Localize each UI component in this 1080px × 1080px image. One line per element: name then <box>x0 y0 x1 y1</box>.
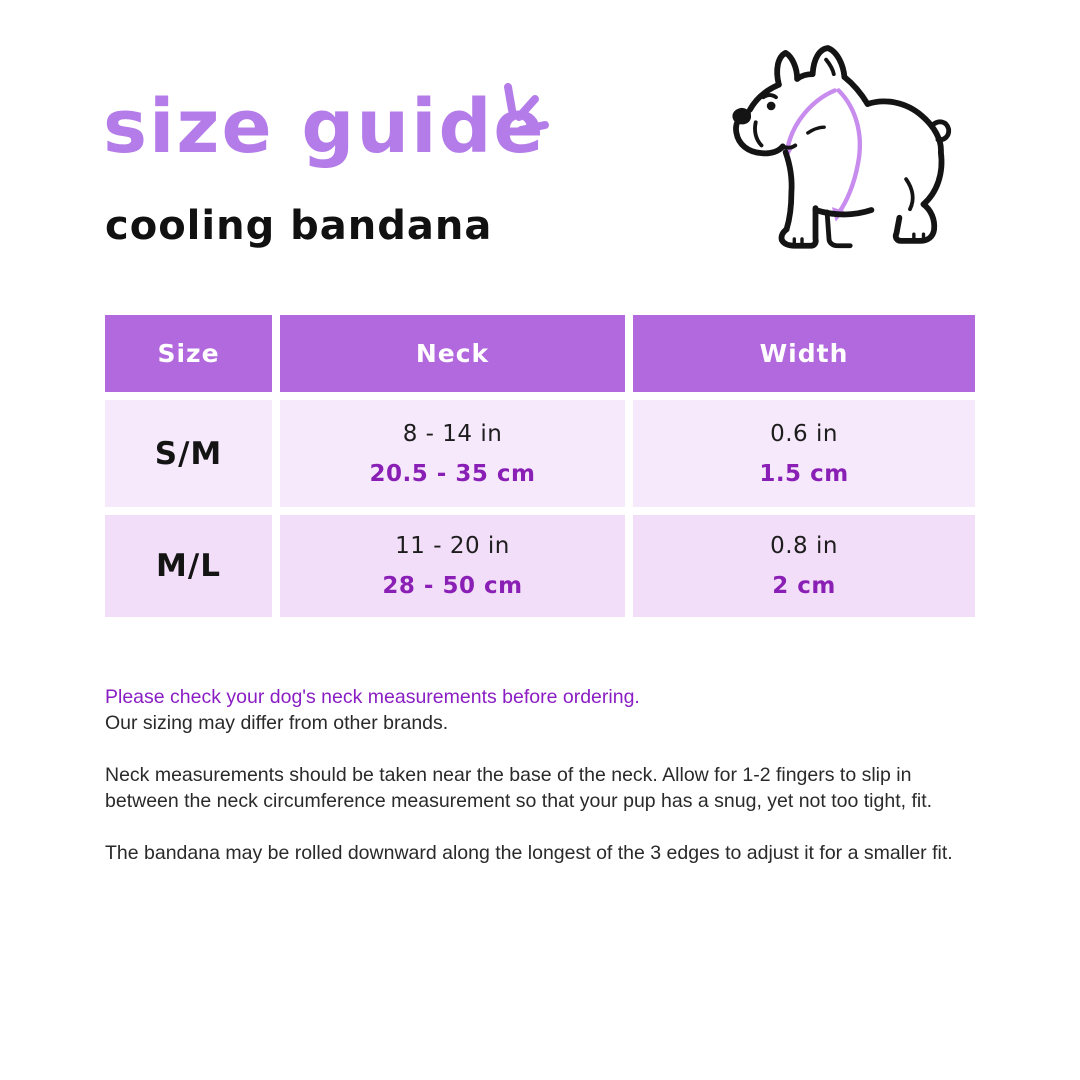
table-row-ml-neck: 11 - 20 in 28 - 50 cm <box>280 515 625 617</box>
column-header-width: Width <box>633 315 975 392</box>
table-row-sm-neck: 8 - 14 in 20.5 - 35 cm <box>280 400 625 507</box>
column-header-neck: Neck <box>280 315 625 392</box>
note-measuring-instructions: Neck measurements should be taken near t… <box>105 764 933 812</box>
table-row-sm-size: S/M <box>105 400 272 507</box>
neck-inches-value: 8 - 14 in <box>402 420 503 447</box>
width-cm-value: 2 cm <box>772 573 836 599</box>
neck-inches-value: 11 - 20 in <box>395 533 510 559</box>
note-sub: Our sizing may differ from other brands. <box>105 712 449 734</box>
note-check-measurements: Please check your dog's neck measurement… <box>105 684 983 736</box>
neck-cm-value: 28 - 50 cm <box>382 573 523 599</box>
sizing-notes: Please check your dog's neck measurement… <box>105 684 983 892</box>
sparkle-rays-icon <box>497 78 555 143</box>
table-row-ml-width: 0.8 in 2 cm <box>633 515 975 617</box>
note-roll-adjustment: The bandana may be rolled downward along… <box>105 842 953 864</box>
column-header-size: Size <box>105 315 272 392</box>
size-table: Size Neck Width S/M 8 - 14 in 20.5 - 35 … <box>105 315 975 617</box>
width-cm-value: 1.5 cm <box>759 460 849 487</box>
page-subtitle: cooling bandana <box>105 203 493 249</box>
table-row-ml-size: M/L <box>105 515 272 617</box>
table-row-sm-width: 0.6 in 1.5 cm <box>633 400 975 507</box>
note-highlight: Please check your dog's neck measurement… <box>105 686 640 708</box>
page-title: size guide <box>103 84 546 170</box>
french-bulldog-neck-measurement-illustration <box>694 44 964 276</box>
neck-cm-value: 20.5 - 35 cm <box>369 460 536 487</box>
width-inches-value: 0.8 in <box>770 533 838 559</box>
width-inches-value: 0.6 in <box>770 420 838 447</box>
